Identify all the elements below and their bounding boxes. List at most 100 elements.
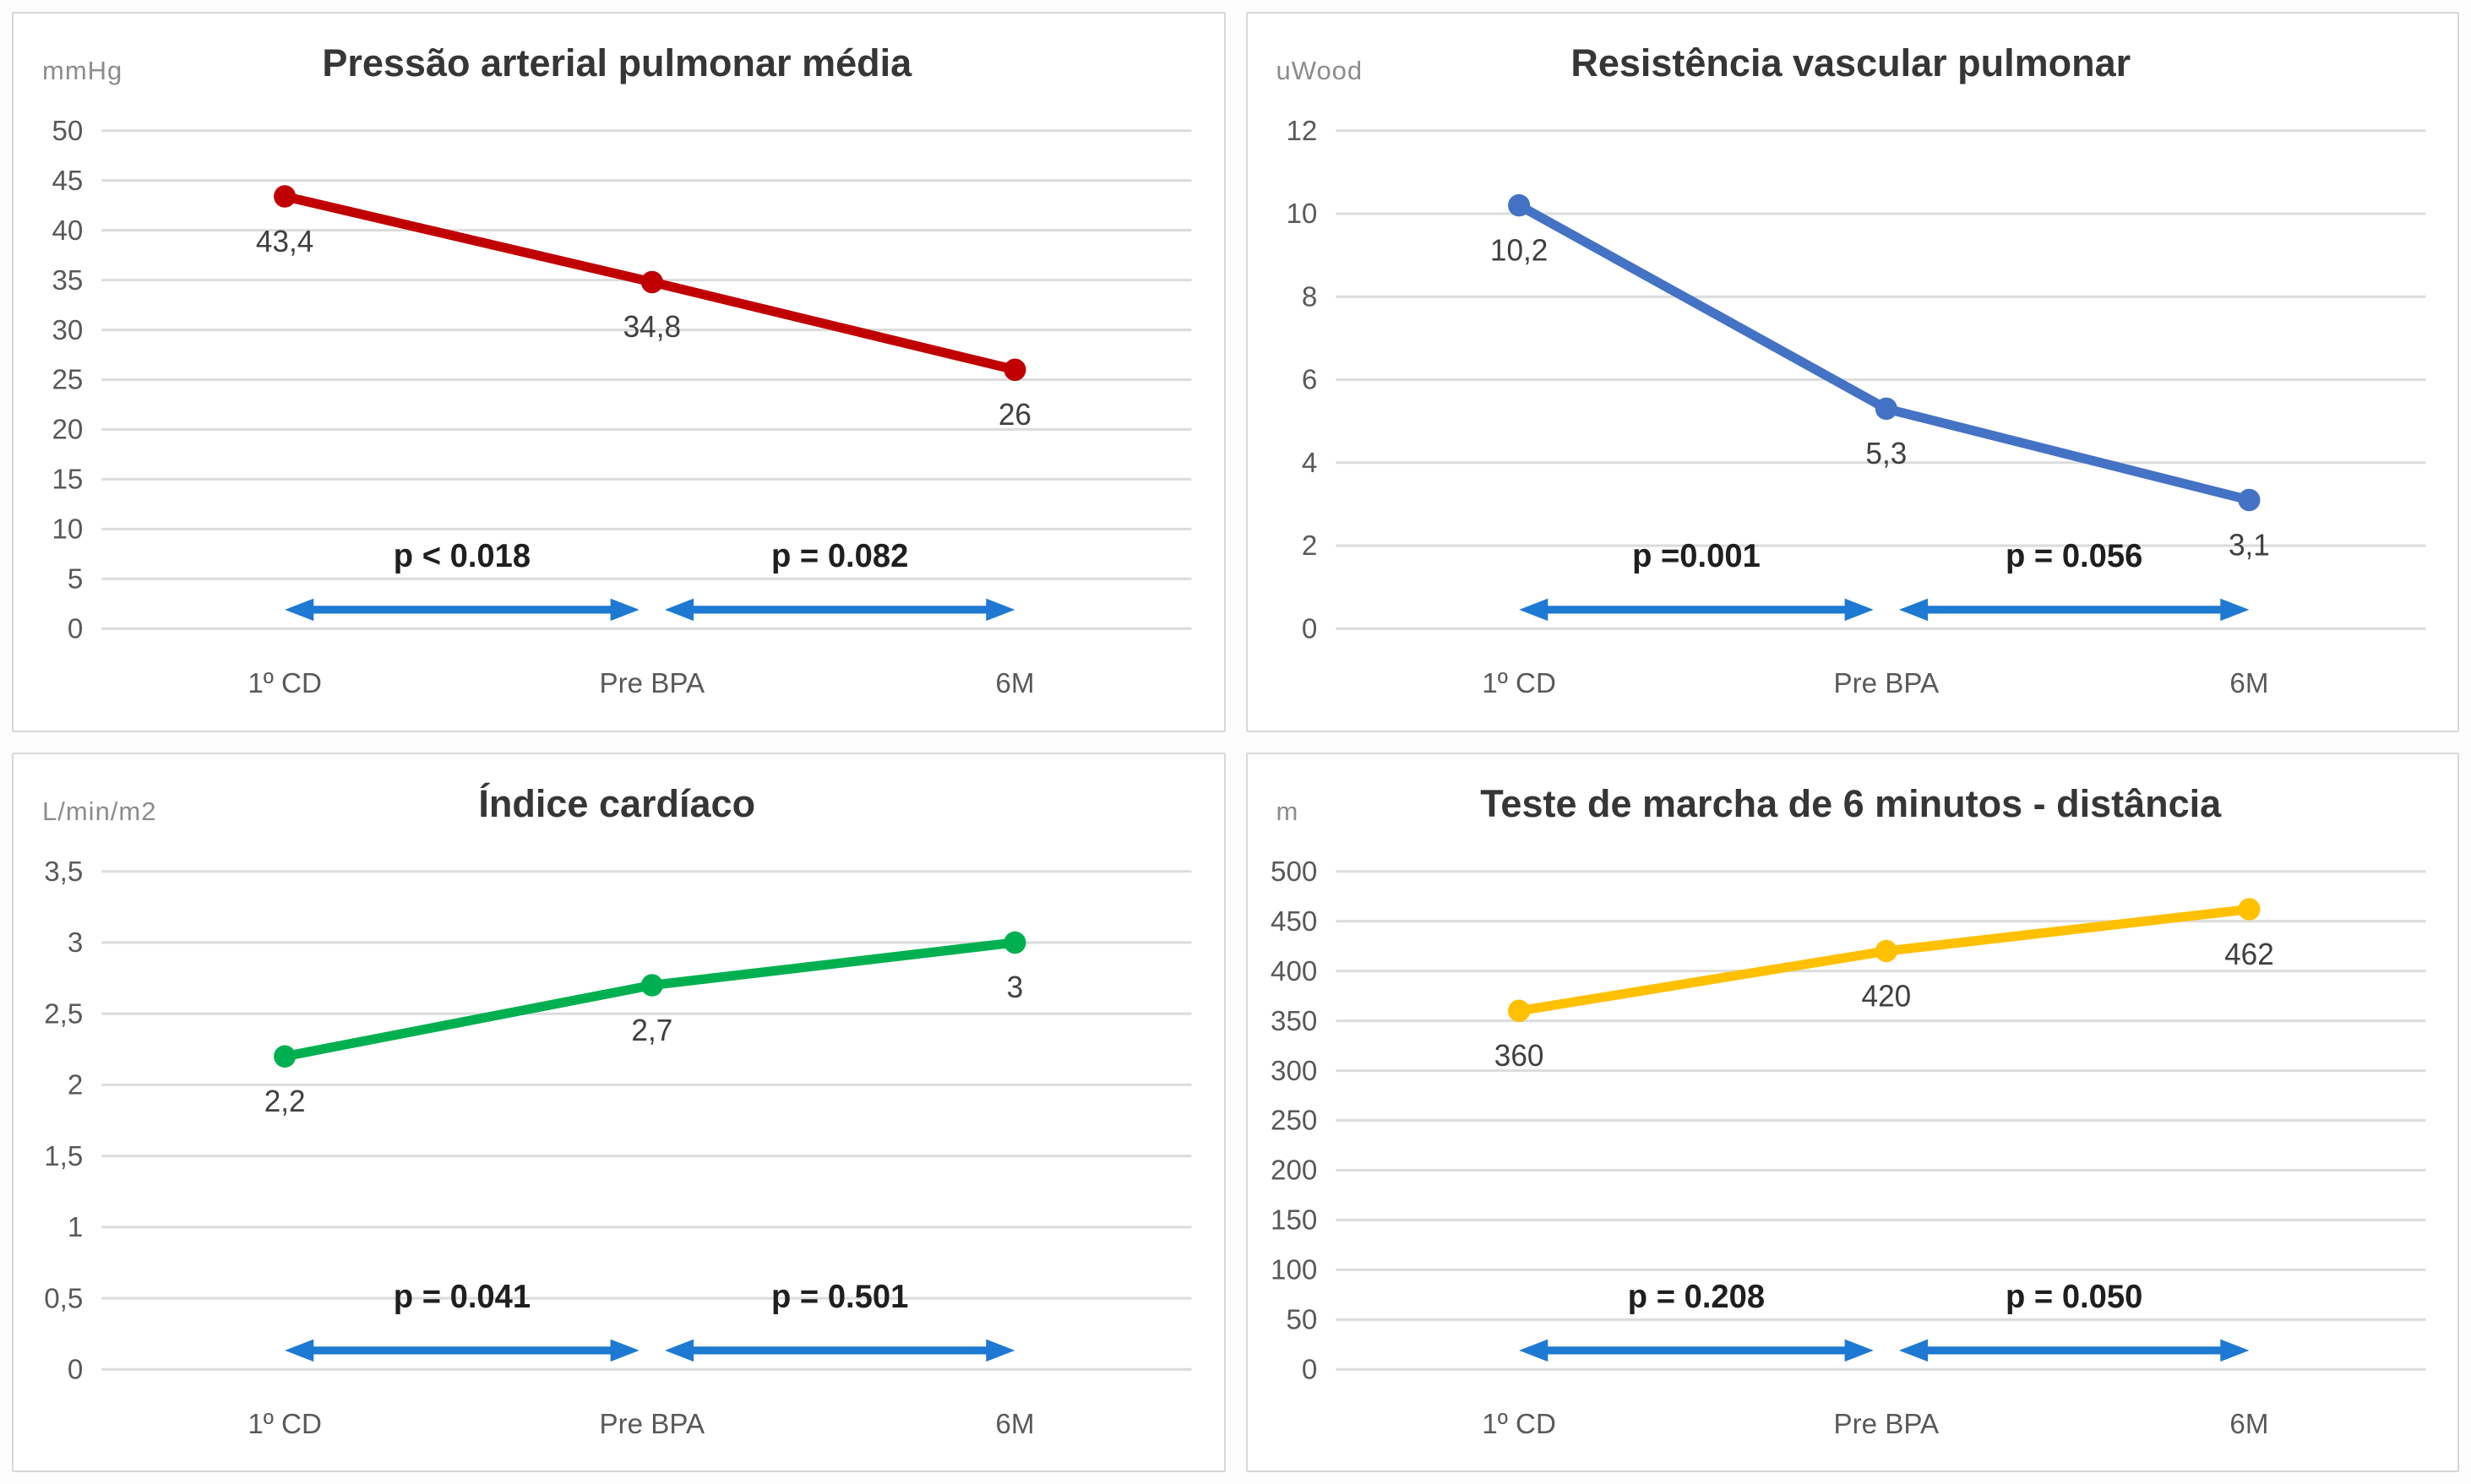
- p-value-label: p = 0.041: [394, 1278, 531, 1314]
- data-point-label: 3: [1007, 970, 1024, 1003]
- y-tick-label: 2: [68, 1069, 83, 1101]
- data-point-marker: [1875, 397, 1897, 421]
- y-tick-label: 250: [1271, 1105, 1317, 1136]
- data-point-marker: [1004, 931, 1026, 954]
- p-value-label: p = 0.082: [771, 538, 908, 574]
- x-category-label: 6M: [995, 1408, 1034, 1439]
- y-tick-label: 12: [1286, 116, 1317, 147]
- arrowhead-right-icon: [1844, 598, 1874, 622]
- arrowhead-left-icon: [285, 598, 314, 622]
- line-chart-pressao-arterial: 0 5 10 15 20 25 30 35 40 45 50 43,4 34,8 26 1º CD Pre B…: [52, 116, 1192, 699]
- x-category-label: 6M: [2229, 1408, 2268, 1439]
- y-tick-label: 8: [1301, 281, 1316, 313]
- data-point-label: 462: [2224, 937, 2274, 970]
- p-value-label: p = 0.208: [1627, 1278, 1764, 1314]
- chart-panel-indice-cardiaco: L/min/m2 Índice cardíaco 0 0,5 1 1,5 2 2,5 3 3,…: [12, 752, 1226, 1472]
- y-tick-label: 15: [52, 464, 83, 495]
- line-chart-teste-marcha: 0 50 100 150 200 250 300 350 400 450 500 360 420 462 1…: [1271, 856, 2425, 1439]
- y-axis-unit-label: uWood: [1276, 56, 1363, 85]
- p-value-label: p = 0.501: [771, 1278, 908, 1314]
- y-tick-label: 50: [52, 116, 83, 147]
- y-tick-label: 4: [1301, 448, 1316, 479]
- y-tick-label: 20: [52, 414, 83, 445]
- y-tick-label: 0: [68, 613, 83, 644]
- y-tick-label: 350: [1271, 1005, 1317, 1036]
- y-tick-label: 35: [52, 265, 83, 296]
- y-axis-unit-label: m: [1276, 796, 1299, 826]
- data-point-marker: [1875, 939, 1897, 962]
- arrowhead-left-icon: [1898, 1339, 1928, 1362]
- y-tick-label: 450: [1271, 905, 1317, 937]
- arrowhead-right-icon: [1844, 1339, 1874, 1362]
- data-point-marker: [2237, 488, 2260, 512]
- y-tick-label: 1,5: [44, 1140, 83, 1171]
- y-tick-label: 50: [1286, 1304, 1317, 1335]
- arrowhead-left-icon: [664, 1339, 694, 1362]
- y-tick-label: 0: [1301, 1354, 1316, 1385]
- arrowhead-left-icon: [1518, 598, 1548, 622]
- x-category-label: 6M: [995, 668, 1034, 699]
- x-category-label: 1º CD: [248, 668, 322, 699]
- arrowhead-right-icon: [2219, 1339, 2249, 1362]
- arrowhead-left-icon: [664, 598, 694, 622]
- y-tick-label: 100: [1271, 1254, 1317, 1286]
- x-category-label: 1º CD: [1482, 1408, 1556, 1439]
- y-tick-label: 1: [68, 1211, 83, 1242]
- data-point-label: 26: [999, 398, 1031, 432]
- chart-header: mmHg Pressão arterial pulmonar média: [27, 27, 1207, 100]
- y-tick-label: 400: [1271, 955, 1317, 987]
- arrowhead-right-icon: [986, 598, 1015, 622]
- arrowhead-left-icon: [285, 1339, 314, 1362]
- chart-header: L/min/m2 Índice cardíaco: [27, 768, 1207, 840]
- x-category-label: Pre BPA: [1833, 668, 1939, 699]
- y-tick-label: 200: [1271, 1155, 1317, 1186]
- data-point-label: 34,8: [623, 310, 681, 344]
- x-category-label: 6M: [2229, 668, 2268, 699]
- data-point-label: 2,2: [264, 1084, 306, 1117]
- y-axis-unit-label: L/min/m2: [42, 796, 157, 826]
- y-tick-label: 45: [52, 166, 83, 197]
- x-category-label: 1º CD: [248, 1408, 322, 1439]
- x-category-label: Pre BPA: [1833, 1408, 1939, 1439]
- y-tick-label: 2,5: [44, 998, 83, 1030]
- y-tick-label: 300: [1271, 1055, 1317, 1086]
- arrowhead-left-icon: [1518, 1339, 1548, 1362]
- data-point-marker: [1507, 999, 1530, 1022]
- arrowhead-right-icon: [986, 1339, 1015, 1362]
- x-category-label: Pre BPA: [600, 1408, 705, 1439]
- data-point-marker: [640, 973, 663, 997]
- data-point-marker: [2237, 897, 2260, 921]
- chart-header: uWood Resistência vascular pulmonar: [1261, 27, 2441, 100]
- y-tick-label: 500: [1271, 856, 1317, 887]
- y-tick-label: 3,5: [44, 856, 83, 887]
- p-value-label: p = 0.056: [2006, 538, 2142, 574]
- data-point-label: 43,4: [256, 225, 313, 258]
- x-category-label: 1º CD: [1482, 668, 1556, 699]
- y-tick-label: 30: [52, 315, 83, 346]
- y-tick-label: 5: [68, 563, 83, 595]
- x-category-label: Pre BPA: [600, 668, 705, 699]
- arrowhead-right-icon: [2219, 598, 2249, 622]
- data-point-label: 5,3: [1865, 437, 1907, 470]
- chart-header: m Teste de marcha de 6 minutos - distânc…: [1261, 768, 2441, 840]
- arrowhead-right-icon: [610, 598, 640, 622]
- chart-panel-resistencia-vascular: uWood Resistência vascular pulmonar 0 2 4 6…: [1245, 12, 2459, 732]
- data-point-marker: [1004, 358, 1026, 381]
- chart-panel-pressao-arterial: mmHg Pressão arterial pulmonar média 0 5 1…: [12, 12, 1226, 732]
- data-point-marker: [274, 185, 297, 208]
- line-chart-resistencia-vascular: 0 2 4 6 8 10 12 10,2 5,3 3,1 1º CD Pre BPA 6M p =0.00…: [1286, 116, 2425, 699]
- y-axis-unit-label: mmHg: [42, 56, 123, 85]
- y-tick-label: 10: [1286, 198, 1317, 230]
- y-tick-label: 40: [52, 215, 83, 247]
- arrowhead-left-icon: [1898, 598, 1928, 622]
- y-tick-label: 3: [68, 927, 83, 958]
- y-tick-label: 0: [68, 1354, 83, 1385]
- data-point-marker: [1507, 193, 1530, 217]
- line-chart-indice-cardiaco: 0 0,5 1 1,5 2 2,5 3 3,5 2,2 2,7 3 1º CD Pre BPA 6M p =…: [44, 856, 1192, 1439]
- chart-title: Resistência vascular pulmonar: [1570, 41, 2131, 84]
- arrowhead-right-icon: [610, 1339, 640, 1362]
- y-tick-label: 10: [52, 514, 83, 545]
- data-point-label: 420: [1861, 979, 1911, 1013]
- chart-panel-teste-marcha: m Teste de marcha de 6 minutos - distânc…: [1245, 752, 2459, 1472]
